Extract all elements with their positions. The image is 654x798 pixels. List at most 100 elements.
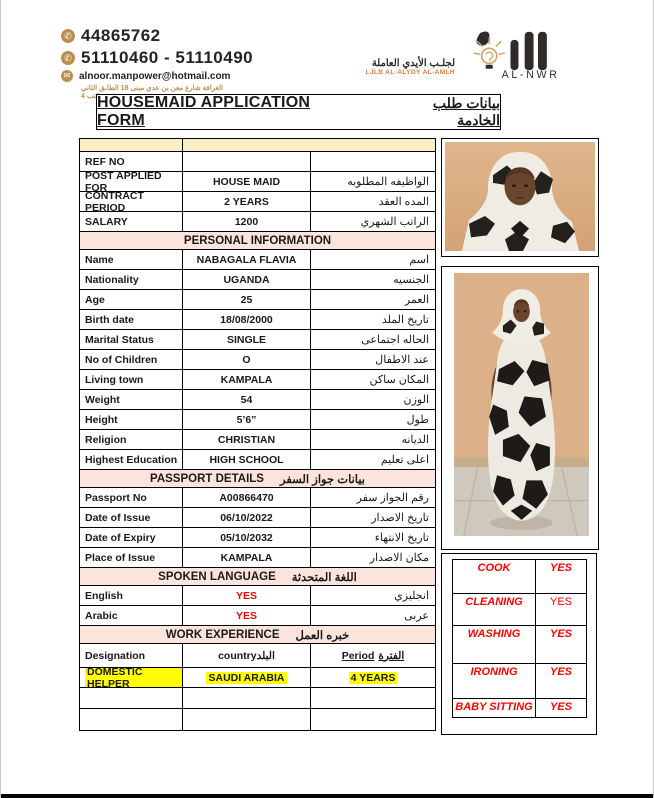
skill-value: YES (549, 596, 572, 608)
row-label-arabic: تاريخ الملد (381, 314, 429, 326)
work-country: SAUDI ARABIA (183, 668, 311, 687)
column-header-designation: Designation (80, 644, 183, 667)
row-label-arabic: مكان الاصدار (369, 552, 429, 564)
work-experience-empty-row (80, 688, 435, 709)
logo-tagline-latin: LJLB AL-ALYDY AL-AMLH (365, 69, 455, 76)
skills-box: COOK YES CLEANING YES WASHING YES IRONIN… (441, 553, 597, 735)
table-row: Height 5’6” طول (80, 410, 435, 430)
row-value: 54 (183, 390, 311, 409)
table-row: POST APPLIED FOR HOUSE MAID الواظيفه الم… (80, 172, 435, 192)
row-value: HIGH SCHOOL (183, 450, 311, 469)
row-label-arabic (311, 152, 435, 171)
section-title: WORK EXPERIENCE (165, 628, 280, 641)
phone-line-2: ✆ 51110460 - 51110490 (61, 48, 253, 68)
work-designation: DOMESTIC HELPER (80, 668, 183, 687)
row-label: POST APPLIED FOR (80, 172, 183, 191)
row-value: O (183, 350, 311, 369)
row-label: CONTRACT PERIOD (80, 192, 183, 211)
table-row: Birth date 18/08/2000 تاريخ الملد (80, 310, 435, 330)
fullbody-illustration (454, 273, 589, 536)
section-title-arabic: اللغة المتحدثة (291, 571, 357, 584)
row-label: Height (80, 410, 183, 429)
table-row: REF NO (80, 152, 435, 172)
row-value: CHRISTIAN (183, 430, 311, 449)
row-value: NABAGALA FLAVIA (183, 250, 311, 269)
table-row: English YES انجليزي (80, 586, 435, 606)
skill-name: BABY SITTING (453, 699, 536, 717)
row-label-arabic: عند الاطفال (375, 354, 429, 366)
row-value: 05/10/2032 (183, 528, 311, 547)
table-row: Nationality UGANDA الجنسيه (80, 270, 435, 290)
row-label: Arabic (80, 606, 183, 625)
section-header-passport-details: PASSPORT DETAILS بيانات جواز السفر (80, 470, 435, 488)
applicant-photo-headshot (441, 138, 599, 257)
agency-contact-block: ✆ 44865762 ✆ 51110460 - 51110490 ✉ alnoo… (61, 26, 253, 100)
row-label: Date of Issue (80, 508, 183, 527)
phone-number-2: 51110460 - 51110490 (81, 48, 254, 67)
row-value: 5’6” (183, 410, 311, 429)
row-label: Age (80, 290, 183, 309)
row-value: A00866470 (183, 488, 311, 507)
row-label: Nationality (80, 270, 183, 289)
table-row: Living town KAMPALA المكان ساكن (80, 370, 435, 390)
section-title: PASSPORT DETAILS (150, 472, 264, 485)
form-title-arabic: بيانات طلب الخادمة (432, 95, 500, 128)
agency-address-arabic: الغرافة شارع معن بن عدي مبنى 18 الطابق ا… (81, 85, 223, 100)
row-label-arabic: الجنسيه (393, 274, 429, 286)
row-value: YES (183, 586, 311, 605)
row-label-arabic: الراتب الشهري (360, 216, 429, 228)
table-row: No of Children O عند الاطفال (80, 350, 435, 370)
row-value: YES (183, 606, 311, 625)
section-title-arabic: خبره العمل (295, 629, 350, 642)
work-experience-empty-row (80, 709, 435, 730)
row-value: 2 YEARS (183, 192, 311, 211)
skill-value: YES (549, 628, 572, 640)
application-table: REF NO POST APPLIED FOR HOUSE MAID الواظ… (79, 138, 436, 731)
table-row: Arabic YES عربى (80, 606, 435, 626)
row-label: Marital Status (80, 330, 183, 349)
row-label-arabic: تاريخ الانتهاء (374, 532, 429, 544)
work-period: 4 YEARS (348, 671, 398, 684)
row-value: 1200 (183, 212, 311, 231)
row-label-arabic: العمر (404, 294, 429, 306)
row-label-arabic: المده العقد (378, 196, 429, 208)
table-row: Weight 54 الوزن (80, 390, 435, 410)
row-label: Weight (80, 390, 183, 409)
row-value: UGANDA (183, 270, 311, 289)
table-row: Religion CHRISTIAN الديانه (80, 430, 435, 450)
skill-row: BABY SITTING YES (453, 699, 586, 717)
work-experience-row: DOMESTIC HELPER SAUDI ARABIA 4 YEARS (80, 668, 435, 688)
section-header-spoken-language: SPOKEN LANGUAGE اللغة المتحدثة (80, 568, 435, 586)
skill-name: WASHING (453, 626, 536, 663)
form-title-box: HOUSEMAID APPLICATION FORM بيانات طلب ال… (96, 94, 501, 130)
row-label-arabic: تاريخ الاصدار (371, 512, 429, 524)
skill-value: YES (549, 701, 572, 713)
row-label-arabic: الديانه (401, 434, 429, 446)
form-title-english: HOUSEMAID APPLICATION FORM (97, 94, 311, 129)
row-label-arabic: انجليزي (394, 590, 429, 602)
row-label-arabic: الحاله اجتماعى (361, 334, 429, 346)
row-value: 25 (183, 290, 311, 309)
table-row: Passport No A00866470 رقم الجواز سفر (80, 488, 435, 508)
table-row: Name NABAGALA FLAVIA اسم (80, 250, 435, 270)
column-header-period: Period الفترة (341, 649, 405, 662)
table-row: Date of Expiry 05/10/2032 تاريخ الانتهاء (80, 528, 435, 548)
skill-name: CLEANING (453, 594, 536, 625)
skill-row: COOK YES (453, 560, 586, 594)
row-label: No of Children (80, 350, 183, 369)
row-value: KAMPALA (183, 370, 311, 389)
row-value: HOUSE MAID (183, 172, 311, 191)
lightbulb-logo-icon: AL-NWR (473, 31, 557, 81)
row-label: English (80, 586, 183, 605)
row-label-arabic: الوزن (403, 394, 429, 406)
row-label-arabic: طول (406, 414, 429, 426)
row-value: KAMPALA (183, 548, 311, 567)
row-label: Passport No (80, 488, 183, 507)
skill-row: IRONING YES (453, 664, 586, 699)
row-label-arabic: المكان ساكن (369, 374, 429, 386)
table-row: SALARY 1200 الراتب الشهري (80, 212, 435, 232)
phone-number-1: 44865762 (81, 26, 161, 45)
screenshot-bottom-edge (1, 794, 653, 798)
row-value: 18/08/2000 (183, 310, 311, 329)
row-label: Religion (80, 430, 183, 449)
